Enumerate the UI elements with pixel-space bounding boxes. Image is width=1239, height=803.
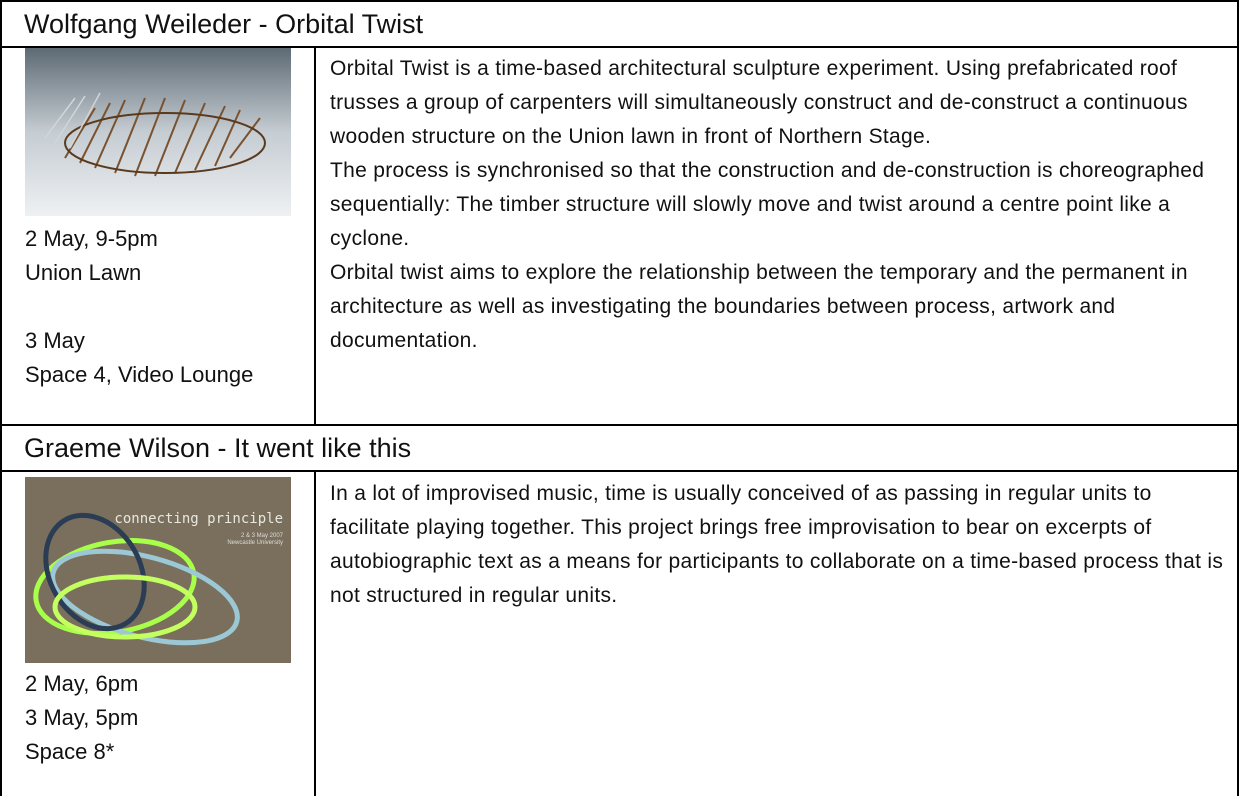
poster-heading: connecting principle xyxy=(114,511,283,527)
paragraph: Orbital twist aims to explore the relati… xyxy=(330,261,1188,352)
schedule-line: Space 8* xyxy=(25,739,115,764)
poster-image: connecting principle 2 & 3 May 2007 Newc… xyxy=(25,477,291,663)
description: Orbital Twist is a time-based architectu… xyxy=(330,52,1235,358)
paragraph: In a lot of improvised music, time is us… xyxy=(330,482,1224,607)
schedule-line: 2 May, 9-5pm xyxy=(25,226,158,251)
poster-date: 2 & 3 May 2007 xyxy=(241,533,284,539)
cell-divider xyxy=(314,46,316,426)
paragraph: The process is synchronised so that the … xyxy=(330,159,1205,250)
cell-divider xyxy=(314,470,316,796)
schedule: 2 May, 9-5pm Union Lawn 3 May Space 4, Vid… xyxy=(25,222,253,426)
schedule-line: Union Lawn xyxy=(25,260,142,285)
paragraph: Orbital Twist is a time-based architectu… xyxy=(330,57,1188,148)
entry-title: Wolfgang Weileder - Orbital Twist xyxy=(0,2,1239,48)
sculpture-image xyxy=(25,48,291,216)
entry-title: Graeme Wilson - It went like this xyxy=(0,426,1239,472)
schedule-line: 3 May, 5pm xyxy=(25,705,139,730)
schedule: 2 May, 6pm 3 May, 5pm Space 8* xyxy=(25,667,138,803)
poster-place: Newcastle University xyxy=(227,540,283,546)
description: In a lot of improvised music, time is us… xyxy=(330,477,1235,613)
schedule-line: 3 May xyxy=(25,328,85,353)
schedule-line: Space 4, Video Lounge xyxy=(25,362,254,387)
schedule-line: 2 May, 6pm xyxy=(25,671,139,696)
row-divider xyxy=(0,424,1239,426)
